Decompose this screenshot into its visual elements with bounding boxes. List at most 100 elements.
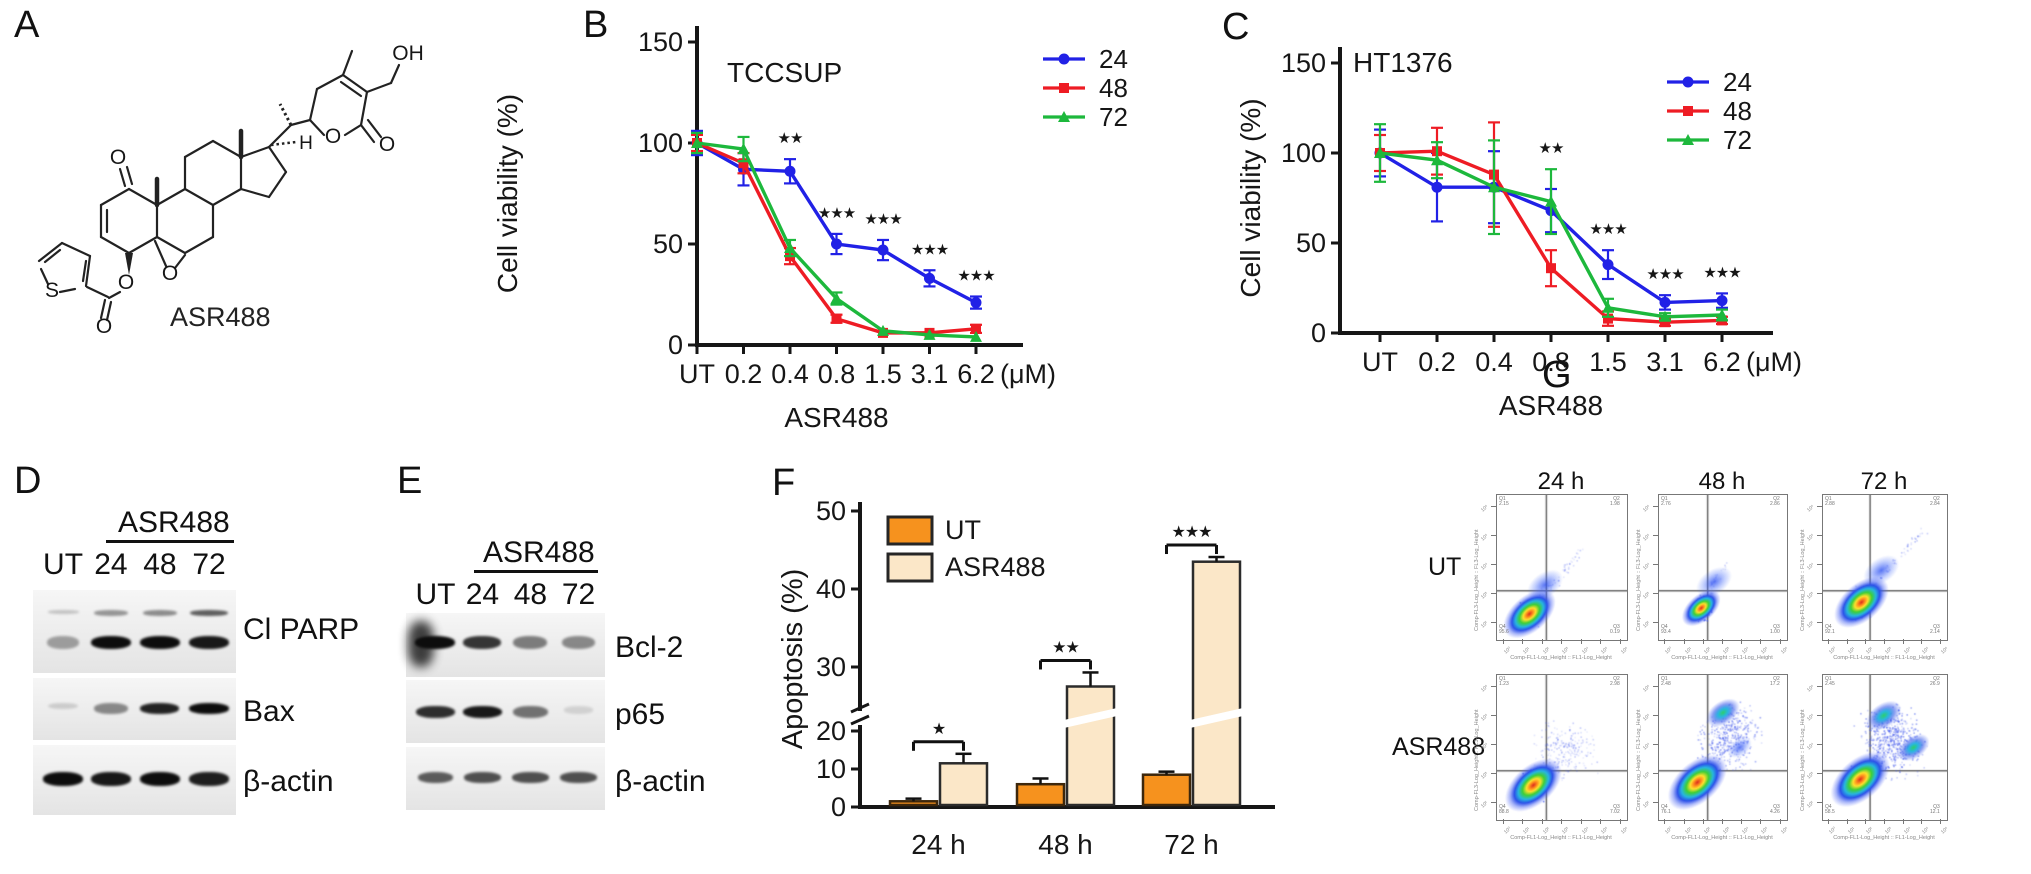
flow-ytick (1653, 592, 1658, 594)
flow-ytick-label: 10² (1642, 799, 1652, 810)
treatment-header: ASR488 (483, 536, 595, 569)
flow-xtick-label: 10⁴ (1902, 645, 1913, 656)
blot-band (139, 771, 180, 786)
flow-xtick (1664, 639, 1666, 644)
flow-ytick-label: 10³ (1642, 590, 1652, 601)
flow-density-canvas (1497, 495, 1627, 640)
compound-name-label: ASR488 (170, 302, 271, 332)
protein-label-Bax: Bax (243, 695, 295, 729)
axes: 0 50 100 150 UT 0.2 0.4 0.8 1.5 3.1 6.2 (μM) ASR488 C… (492, 26, 1056, 433)
flow-ytick-label: 10² (1480, 619, 1490, 630)
figure-graphic: 30 (816, 652, 846, 682)
figure-graphic (289, 118, 312, 127)
figure-graphic: 0.2 (725, 359, 763, 389)
panel-e-label: E (397, 460, 423, 502)
blot-band (139, 636, 180, 650)
figure-graphic (1546, 263, 1556, 274)
flow-xtick (1741, 819, 1743, 824)
blot-band (417, 772, 454, 784)
figure-graphic (267, 170, 288, 199)
significance-stars: ★★★ (818, 205, 856, 222)
flow-ytick-label: 10² (1806, 619, 1816, 630)
figure-graphic: 1.5 (864, 359, 902, 389)
flow-xtick (1779, 819, 1781, 824)
flow-ytick (1491, 685, 1496, 687)
flow-xtick (1522, 639, 1523, 644)
flow-xtick (1760, 639, 1762, 644)
flow-col-header-48 h: 48 h (1698, 468, 1746, 495)
figure-graphic: 0 (1311, 318, 1326, 348)
flow-ytick (1491, 563, 1496, 565)
figure-graphic (366, 118, 383, 139)
figure-graphic: H (299, 133, 313, 154)
flow-ytick (1653, 743, 1658, 745)
flow-ytick (1817, 621, 1822, 623)
flow-ytick (1817, 592, 1822, 594)
panel-f-label: F (772, 462, 796, 504)
figure-graphic (85, 285, 110, 299)
figure-graphic (830, 292, 843, 304)
significance-stars: ★★★ (1703, 264, 1741, 281)
apoptosis-bar-chart: 0 10 20 30 40 50 Apoptosis (%) 24 h 48 h 72 h UT AS… (777, 496, 1275, 860)
figure-graphic: 100 (638, 128, 683, 158)
flow-xtick (1884, 639, 1885, 644)
flow-xtick (1939, 819, 1941, 824)
significance-stars: ★★★ (864, 211, 902, 228)
figure-graphic (1431, 154, 1443, 166)
quad-label-lr: Q3 0.19 (1610, 624, 1620, 635)
figure-graphic: ★★★ (957, 268, 996, 285)
flow-xtick (1541, 819, 1543, 824)
figure-graphic (1431, 181, 1443, 193)
blot-band (140, 702, 180, 714)
flow-xtick (1541, 639, 1543, 644)
figure-graphic (1682, 134, 1694, 145)
figure-graphic: ★★★ (1703, 264, 1742, 281)
figure-graphic (1058, 53, 1070, 65)
blot-band (513, 636, 548, 650)
flow-xtick (1561, 639, 1562, 644)
treatment-header: ASR488 (118, 506, 230, 539)
quad-label-lr: Q3 4.26 (1770, 804, 1780, 815)
flow-ytick-label: 10² (1480, 799, 1490, 810)
flow-density-canvas (1659, 675, 1787, 820)
flow-density-canvas (1823, 675, 1947, 820)
series-72 (1374, 123, 1728, 322)
panel-e: E ASR488 UT 24 48 72 Bcl-2 p65 β-actin (388, 460, 788, 868)
flow-ytick-label: 10⁵ (1642, 712, 1652, 723)
protein-label-β-actin: β-actin (615, 764, 706, 798)
figure-graphic (970, 297, 982, 309)
flow-x-caption: Comp-FL1-Log_Height :: FL1-Log_Height (1833, 835, 1935, 841)
flow-plot-ASR488-24 h (1496, 674, 1628, 821)
figure-graphic (1488, 181, 1500, 193)
flow-ytick (1817, 505, 1822, 507)
flow-xtick (1902, 819, 1904, 824)
panel-a-label: A (14, 4, 40, 46)
figure-graphic: 24 (1099, 44, 1128, 74)
flow-ytick (1653, 685, 1658, 687)
figure-graphic: ★★★ (911, 241, 950, 258)
flow-ytick-label: 10⁶ (1480, 503, 1490, 514)
quad-label-ur: Q2 2.86 (1770, 496, 1780, 507)
blot-band (93, 609, 128, 616)
figure-graphic: 48 (1723, 96, 1752, 126)
blot-band (47, 609, 79, 614)
flow-x-caption: Comp-FL1-Log_Height :: FL1-Log_Height (1510, 655, 1612, 661)
figure-graphic: 0.8 (1532, 347, 1570, 377)
figure-graphic (211, 187, 243, 207)
flow-xtick-label: 10⁶ (1939, 645, 1950, 656)
figure-graphic: 24 h (911, 829, 966, 860)
figure-graphic (315, 73, 345, 91)
quad-label-ur: Q2 2.84 (1930, 496, 1940, 507)
figure-graphic (1190, 708, 1243, 728)
figure-graphic (831, 238, 842, 250)
blot-band (513, 706, 548, 719)
figure-graphic (691, 137, 703, 148)
figure-graphic: 0.2 (1418, 347, 1456, 377)
figure-graphic (1682, 76, 1694, 88)
flow-xtick (1865, 819, 1867, 824)
figure-graphic (99, 298, 107, 320)
figure-graphic (267, 145, 288, 174)
figure-graphic (155, 187, 187, 207)
flow-row-header-UT: UT (1428, 552, 1462, 581)
figure-graphic: ★★★ (1589, 221, 1628, 238)
